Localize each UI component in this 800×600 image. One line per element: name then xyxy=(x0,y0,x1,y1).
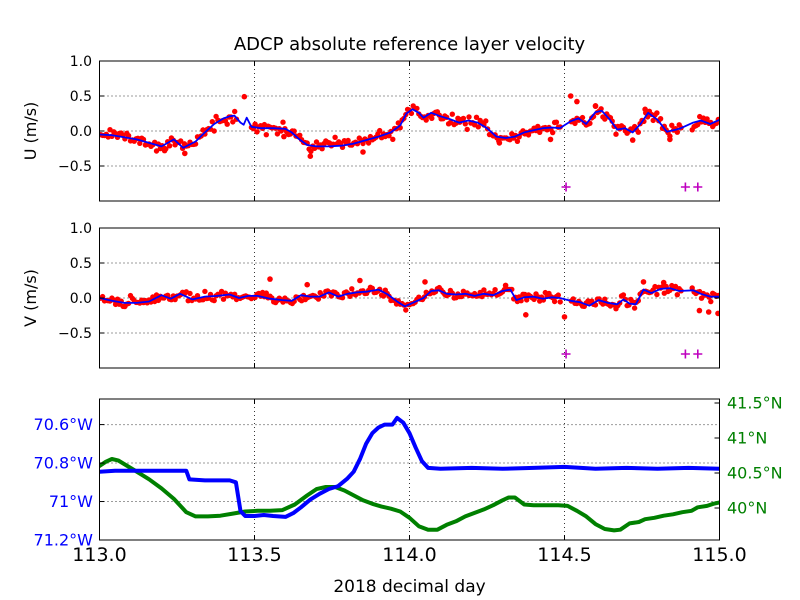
u-data-layer xyxy=(99,93,720,159)
u-ytick-1.0: 1.0 xyxy=(70,54,92,70)
v-axes: 1.0 0.5 0.0 −0.5 V (m/s) xyxy=(21,221,720,369)
u-flag-markers xyxy=(561,182,703,192)
v-tickmarks xyxy=(99,227,720,368)
v-gridlines xyxy=(99,228,720,368)
xtick-113.0: 113.0 xyxy=(72,544,126,566)
xtick-114.0: 114.0 xyxy=(382,544,436,566)
u-axes: 1.0 0.5 0.0 −0.5 U (m/s) xyxy=(21,54,720,202)
u-ytick-0.0: 0.0 xyxy=(70,124,92,140)
lat-tick-40N: 40°N xyxy=(727,499,767,518)
u-gridlines xyxy=(99,61,720,201)
lat-tick-40.5N: 40.5°N xyxy=(727,464,783,483)
lon-tick-71.2W: 71.2°W xyxy=(34,531,94,550)
xtick-115.0: 115.0 xyxy=(692,544,746,566)
u-tickmarks xyxy=(99,60,720,201)
u-ytick-0.5: 0.5 xyxy=(70,89,92,105)
xtick-114.5: 114.5 xyxy=(537,544,591,566)
nav-data-layer xyxy=(99,415,720,533)
u-axis-label: U (m/s) xyxy=(21,102,40,161)
plot-title: ADCP absolute reference layer velocity xyxy=(234,34,586,55)
lat-tick-41N: 41°N xyxy=(727,429,767,448)
lon-tick-70.8W: 70.8°W xyxy=(34,454,94,473)
u-ytick-n0.5: −0.5 xyxy=(58,159,92,175)
xtick-113.5: 113.5 xyxy=(227,544,281,566)
nav-axes: 70.6°W 70.8°W 71°W 71.2°W 41.5°N 41°N 40… xyxy=(34,394,783,598)
nav-gridlines xyxy=(99,399,720,540)
lon-tick-71W: 71°W xyxy=(49,492,93,511)
v-ytick-0.5: 0.5 xyxy=(70,256,92,272)
nav-tickmarks xyxy=(99,399,720,541)
v-ytick-0.0: 0.0 xyxy=(70,291,92,307)
v-flag-markers xyxy=(561,349,703,359)
v-ytick-1.0: 1.0 xyxy=(70,221,92,237)
v-ytick-n0.5: −0.5 xyxy=(58,326,92,342)
x-axis-label: 2018 decimal day xyxy=(333,577,485,597)
lon-tick-70.6W: 70.6°W xyxy=(34,415,94,434)
v-axis-label: V (m/s) xyxy=(21,269,40,327)
lat-tick-41.5N: 41.5°N xyxy=(727,394,783,413)
v-data-layer xyxy=(99,276,720,320)
